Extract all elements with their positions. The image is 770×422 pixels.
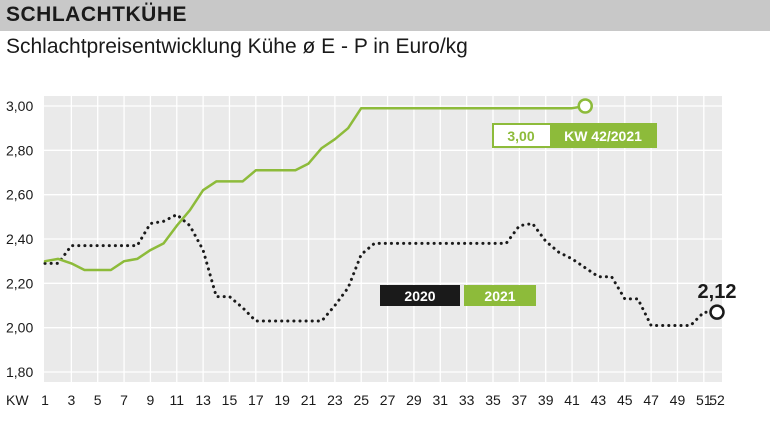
series-line-2020 [43, 213, 719, 327]
header-title: SCHLACHTKÜHE [6, 3, 187, 26]
x-axis-ticks: 1 3 5 7 9 11 13 15 17 19 21 23 25 27 29 31 33 35 37 39 41 43 4… [41, 392, 725, 408]
x-tick-label: 45 [617, 392, 633, 408]
x-tick-label: 27 [380, 392, 396, 408]
x-tick-label: 47 [643, 392, 659, 408]
annotation-week-bg [550, 124, 656, 147]
legend-box-2020 [380, 285, 460, 306]
x-tick-label: 35 [485, 392, 501, 408]
annotation-box: 3,00 KW 42/2021 [492, 123, 657, 148]
header-bar [0, 0, 770, 31]
x-tick-label: 13 [195, 392, 211, 408]
x-tick-label: 51 [696, 392, 712, 408]
x-tick-label: 41 [564, 392, 580, 408]
x-tick-label: 11 [169, 392, 184, 408]
annotation-week: KW 42/2021 [564, 128, 642, 144]
chart-subtitle: Schlachtpreisentwicklung Kühe ø E - P in… [6, 35, 468, 58]
legend: 2020 2021 [380, 285, 536, 306]
x-tick-label: 5 [94, 392, 102, 408]
series-line-2021 [43, 104, 587, 272]
x-tick-label: 19 [274, 392, 290, 408]
x-tick-label: 37 [512, 392, 528, 408]
x-tick-label: 43 [591, 392, 607, 408]
x-tick-label: 33 [459, 392, 475, 408]
y-tick-label: 2,60 [6, 187, 33, 203]
grid-lines [44, 96, 722, 382]
y-tick-label: 2,20 [6, 275, 33, 291]
legend-label-2021: 2021 [484, 288, 515, 304]
x-tick-label: 39 [538, 392, 554, 408]
x-tick-label: 23 [327, 392, 343, 408]
x-tick-label: 17 [248, 392, 264, 408]
legend-box-2021 [464, 285, 536, 306]
annotation-value: 3,00 [507, 128, 534, 144]
x-tick-label: 29 [406, 392, 422, 408]
x-axis-label: KW [6, 392, 29, 408]
y-tick-label: 2,00 [6, 320, 33, 336]
x-tick-label: 3 [67, 392, 75, 408]
legend-label-2020: 2020 [404, 288, 435, 304]
y-tick-label: 1,80 [6, 364, 33, 380]
y-tick-label: 2,40 [6, 231, 33, 247]
y-axis-ticks: 1,80 2,00 2,20 2,40 2,60 2,80 3,00 [6, 98, 33, 380]
x-tick-label: 49 [670, 392, 686, 408]
x-tick-label: 21 [301, 392, 317, 408]
series-end-marker-2020 [709, 304, 725, 320]
x-tick-label: 15 [222, 392, 238, 408]
x-tick-label: 9 [147, 392, 155, 408]
y-tick-label: 2,80 [6, 142, 33, 158]
x-tick-label: 7 [120, 392, 128, 408]
x-tick-label: 25 [353, 392, 369, 408]
x-tick-label: 31 [433, 392, 449, 408]
y-tick-label: 3,00 [6, 98, 33, 114]
series-end-label: 2,12 [698, 281, 737, 303]
series-end-marker-2021 [577, 98, 593, 114]
x-tick-label: 52 [709, 392, 725, 408]
series-lines: 2,12 [43, 98, 737, 327]
x-tick-label: 1 [41, 392, 49, 408]
